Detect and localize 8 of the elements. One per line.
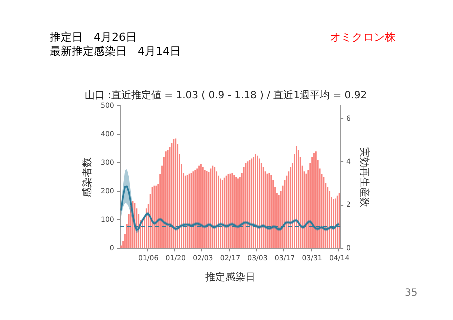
text: 35 [405, 288, 418, 300]
y2-axis-title: 実効再生産数 [358, 147, 370, 208]
text: オミクロン株 [330, 31, 396, 44]
text: 最新推定感染日 4月14日 [50, 45, 181, 58]
text: 推定日 4月26日 [50, 31, 137, 44]
chart-title: 山口 :直近推定値 = 1.03 ( 0.9 - 1.18 ) / 直近1週平均 = 0.92 [84, 90, 368, 102]
x-axis-title: 推定感染日 [205, 272, 256, 284]
y-axis-title: 感染者数 [82, 157, 94, 198]
